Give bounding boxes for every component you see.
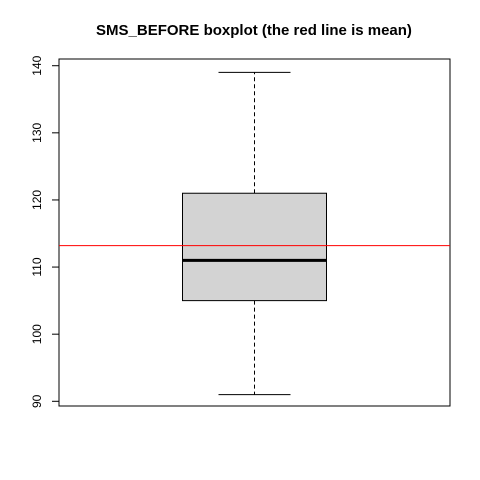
y-tick-label-140: 140 xyxy=(30,55,44,75)
y-tick-label-90: 90 xyxy=(30,394,44,408)
y-tick-label-130: 130 xyxy=(30,122,44,142)
y-axis: 90 100 110 120 130 140 xyxy=(30,55,60,408)
chart-title: SMS_BEFORE boxplot (the red line is mean… xyxy=(96,22,412,39)
y-tick-label-120: 120 xyxy=(30,190,44,210)
plot-marks xyxy=(59,71,450,396)
y-tick-label-100: 100 xyxy=(30,324,44,344)
iqr-box xyxy=(182,192,327,302)
y-tick-label-110: 110 xyxy=(30,257,44,276)
